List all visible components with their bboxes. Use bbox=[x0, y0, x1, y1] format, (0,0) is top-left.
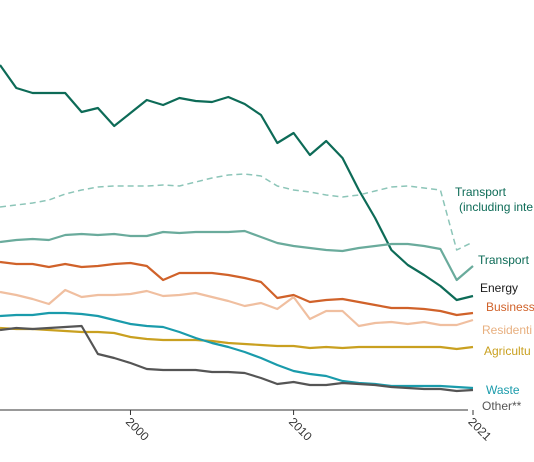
series-label: Residenti bbox=[482, 323, 532, 337]
series-line bbox=[0, 173, 474, 251]
series-label: Energy bbox=[480, 281, 518, 295]
series-line bbox=[0, 311, 474, 390]
x-tick-label: 2000 bbox=[123, 415, 152, 444]
series-label: Waste bbox=[486, 383, 520, 397]
series-label: Agricultu bbox=[484, 344, 531, 358]
series-label: Transport bbox=[455, 185, 507, 199]
series-label: Transport bbox=[478, 253, 530, 267]
series-line bbox=[0, 326, 474, 351]
x-tick-label: 2010 bbox=[286, 415, 315, 444]
x-tick-label: 2021 bbox=[465, 415, 494, 444]
series-label: (including inte bbox=[459, 200, 533, 214]
series-line bbox=[0, 288, 474, 328]
series-label: Business bbox=[486, 300, 534, 314]
series-line bbox=[0, 260, 474, 317]
series-line bbox=[0, 324, 474, 393]
series-line bbox=[0, 64, 474, 302]
series-line bbox=[0, 229, 474, 282]
series-label: Other** bbox=[482, 399, 522, 413]
